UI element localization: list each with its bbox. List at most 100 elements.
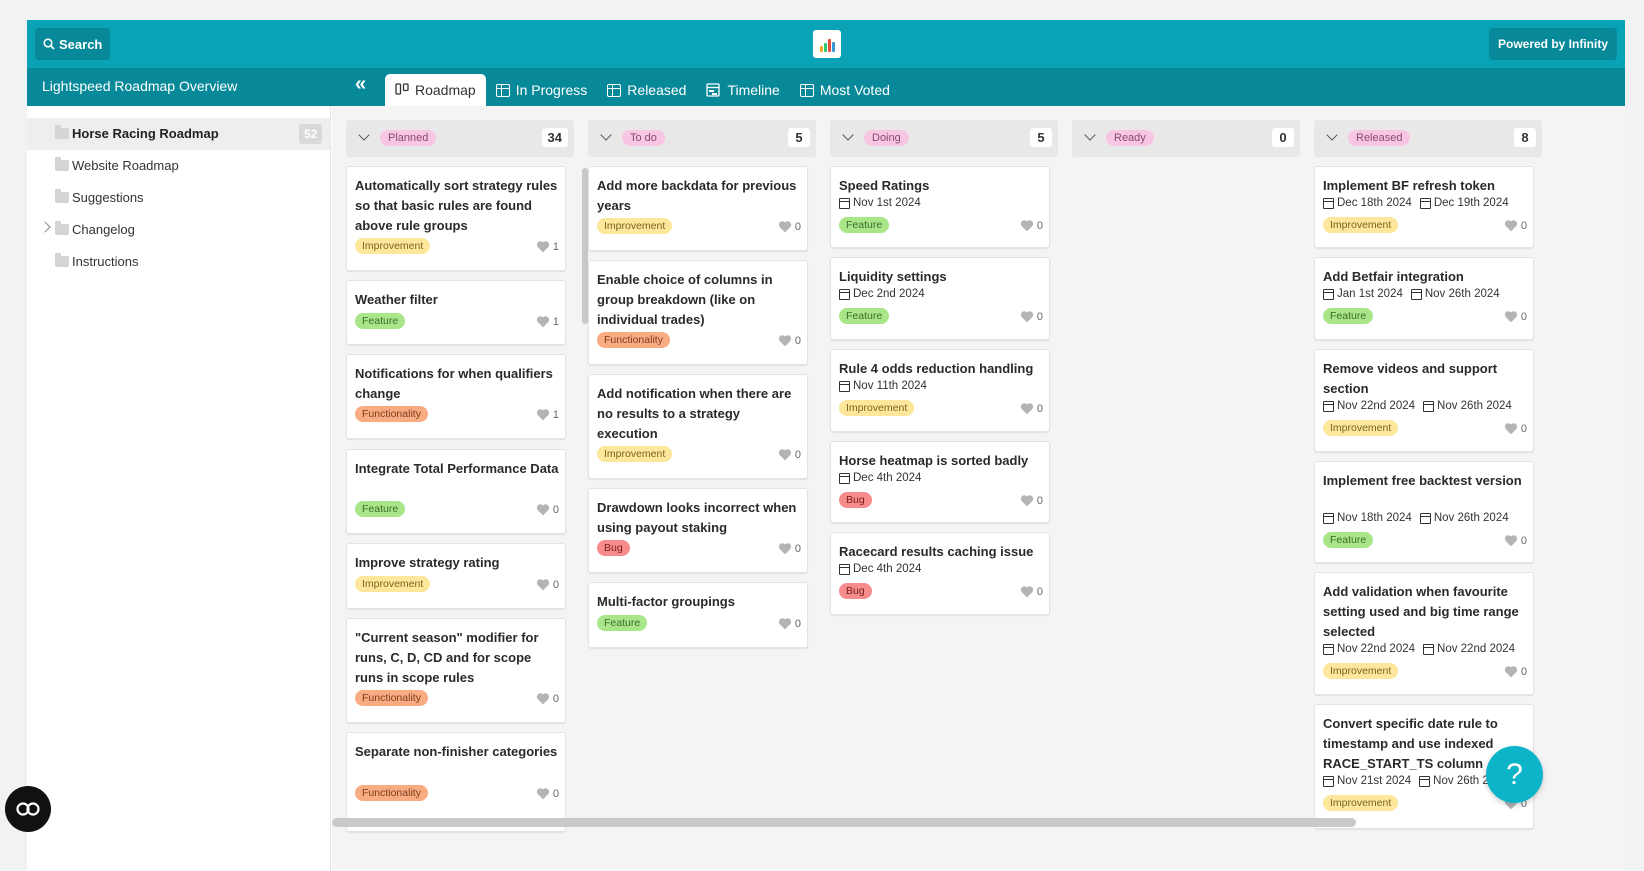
tab-most-voted[interactable]: Most Voted [790, 74, 900, 106]
roadmap-card[interactable]: Implement BF refresh token Dec 18th 2024… [1314, 166, 1534, 248]
roadmap-card[interactable]: Separate non-finisher categories Functio… [346, 732, 566, 832]
tab-in-progress[interactable]: In Progress [486, 74, 598, 106]
heart-icon [778, 335, 792, 347]
roadmap-card[interactable]: Speed Ratings Nov 1st 2024 Feature 0 [830, 166, 1050, 248]
powered-by-button[interactable]: Powered by Infinity [1488, 28, 1617, 60]
sidebar-item-instructions[interactable]: Instructions [27, 246, 330, 278]
vote-count: 0 [1036, 219, 1043, 232]
vote-counter[interactable]: 0 [1020, 219, 1043, 232]
app-logo[interactable] [813, 30, 841, 58]
category-tag: Improvement [355, 238, 431, 254]
tab-label: Released [627, 82, 687, 98]
tab-released[interactable]: Released [597, 74, 696, 106]
vote-counter[interactable]: 0 [536, 503, 559, 516]
roadmap-card[interactable]: Weather filter Feature 1 [346, 280, 566, 345]
card-title: Automatically sort strategy rules so tha… [355, 178, 558, 233]
roadmap-card[interactable]: Improve strategy rating Improvement 0 [346, 543, 566, 609]
tab-roadmap[interactable]: Roadmap [385, 74, 486, 106]
card-dates: Jan 1st 2024 Nov 26th 2024 [1323, 288, 1500, 300]
roadmap-card[interactable]: Implement free backtest version Nov 18th… [1314, 461, 1534, 563]
vote-counter[interactable]: 0 [1504, 534, 1527, 547]
vote-counter[interactable]: 0 [778, 220, 801, 233]
card-dates: Nov 22nd 2024 Nov 26th 2024 [1323, 400, 1512, 412]
vote-counter[interactable]: 0 [1020, 494, 1043, 507]
chevron-down-icon[interactable] [600, 129, 612, 141]
category-tag: Feature [355, 501, 406, 517]
chevron-down-icon[interactable] [1326, 129, 1338, 141]
vote-counter[interactable]: 0 [778, 542, 801, 555]
horizontal-scrollbar[interactable] [332, 818, 1356, 827]
card-title: Add notification when there are no resul… [597, 386, 792, 441]
sidebar-item-website-roadmap[interactable]: Website Roadmap [27, 150, 330, 182]
vote-counter[interactable]: 0 [1504, 422, 1527, 435]
vote-counter[interactable]: 0 [1504, 219, 1527, 232]
roadmap-card[interactable]: Add Betfair integration Jan 1st 2024 Nov… [1314, 257, 1534, 340]
chevron-down-icon[interactable] [1084, 129, 1096, 141]
roadmap-card[interactable]: "Current season" modifier for runs, C, D… [346, 618, 566, 723]
vote-counter[interactable]: 0 [536, 787, 559, 800]
vote-counter[interactable]: 1 [536, 408, 559, 421]
search-button[interactable]: Search [35, 28, 111, 60]
roadmap-card[interactable]: Drawdown looks incorrect when using payo… [588, 488, 808, 573]
roadmap-card[interactable]: Add notification when there are no resul… [588, 374, 808, 479]
vote-counter[interactable]: 1 [536, 315, 559, 328]
column-header[interactable]: To do 5 [588, 120, 816, 157]
date-text: Dec 18th 2024 [1337, 197, 1412, 209]
vote-counter[interactable]: 0 [536, 578, 559, 591]
roadmap-card[interactable]: Add validation when favourite setting us… [1314, 572, 1534, 695]
roadmap-card[interactable]: Integrate Total Performance Data Feature… [346, 449, 566, 534]
roadmap-card[interactable]: Rule 4 odds reduction handling Nov 11th … [830, 349, 1050, 432]
column-released: Released 8 Implement BF refresh token De… [1314, 120, 1542, 829]
card-title: Improve strategy rating [355, 555, 500, 570]
column-scrollbar[interactable] [582, 168, 588, 324]
table-icon [799, 83, 814, 97]
vote-counter[interactable]: 0 [1020, 585, 1043, 598]
roadmap-card[interactable]: Automatically sort strategy rules so tha… [346, 166, 566, 271]
calendar-icon [1410, 288, 1422, 300]
sidebar-item-changelog[interactable]: Changelog [27, 214, 330, 246]
date-text: Nov 18th 2024 [1337, 512, 1412, 524]
vote-counter[interactable]: 0 [1504, 665, 1527, 678]
roadmap-card[interactable]: Add more backdata for previous years Imp… [588, 166, 808, 251]
roadmap-card[interactable]: Multi-factor groupings Feature 0 [588, 582, 808, 648]
tab-timeline[interactable]: Timeline [696, 74, 789, 106]
vote-counter[interactable]: 0 [778, 448, 801, 461]
column-header[interactable]: Ready 0 [1072, 120, 1300, 157]
calendar-icon [1423, 400, 1435, 412]
heart-icon [536, 579, 550, 591]
roadmap-card[interactable]: Racecard results caching issue Dec 4th 2… [830, 532, 1050, 615]
sidebar-item-horse-racing-roadmap[interactable]: Horse Racing Roadmap 52 [27, 118, 330, 150]
timeline-icon [706, 83, 721, 97]
calendar-icon [1419, 775, 1431, 787]
vote-counter[interactable]: 0 [778, 617, 801, 630]
column-header[interactable]: Released 8 [1314, 120, 1542, 157]
help-button[interactable]: ? [1486, 746, 1543, 803]
vote-counter[interactable]: 0 [1504, 310, 1527, 323]
vote-counter[interactable]: 1 [536, 240, 559, 253]
calendar-icon [1423, 643, 1435, 655]
roadmap-card[interactable]: Notifications for when qualifiers change… [346, 354, 566, 439]
chevron-down-icon[interactable] [842, 129, 854, 141]
search-icon [43, 38, 55, 50]
folder-icon [55, 253, 69, 267]
chevron-down-icon[interactable] [358, 129, 370, 141]
vote-count: 0 [1036, 402, 1043, 415]
chevron-right-icon[interactable] [39, 221, 51, 233]
kanban-board: Planned 34 Automatically sort strategy r… [332, 106, 1625, 871]
roadmap-card[interactable]: Horse heatmap is sorted badly Dec 4th 20… [830, 441, 1050, 523]
roadmap-card[interactable]: Enable choice of columns in group breakd… [588, 260, 808, 365]
column-header[interactable]: Planned 34 [346, 120, 574, 157]
vote-counter[interactable]: 0 [536, 692, 559, 705]
accessibility-button[interactable] [5, 786, 51, 832]
date-start: Dec 4th 2024 [839, 563, 921, 575]
vote-counter[interactable]: 0 [1020, 402, 1043, 415]
roadmap-card[interactable]: Liquidity settings Dec 2nd 2024 Feature … [830, 257, 1050, 340]
collapse-sidebar-icon[interactable]: « [355, 73, 367, 95]
card-dates: Nov 18th 2024 Nov 26th 2024 [1323, 512, 1509, 524]
column-header[interactable]: Doing 5 [830, 120, 1058, 157]
roadmap-card[interactable]: Remove videos and support section Nov 22… [1314, 349, 1534, 452]
vote-counter[interactable]: 0 [1020, 310, 1043, 323]
vote-counter[interactable]: 0 [778, 334, 801, 347]
sidebar-item-suggestions[interactable]: Suggestions [27, 182, 330, 214]
heart-icon [1504, 311, 1518, 323]
